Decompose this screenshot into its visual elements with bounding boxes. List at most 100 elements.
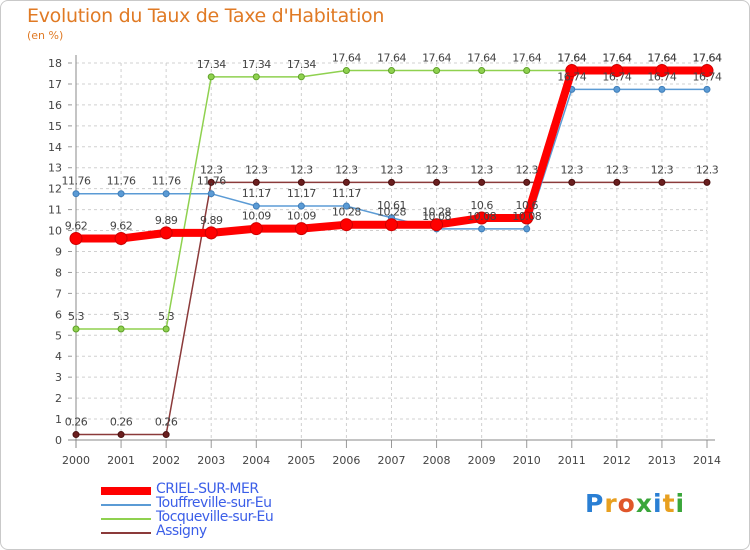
data-point-1: [613, 85, 621, 93]
y-tick-label: 1: [55, 413, 62, 426]
x-tick-label: 2012: [603, 454, 631, 467]
logo-letter: o: [617, 489, 636, 518]
data-point-0: [204, 226, 218, 240]
y-tick-label: 6: [55, 308, 62, 321]
data-point-0: [385, 218, 398, 232]
data-point-0: [294, 222, 308, 236]
y-tick-label: 16: [48, 99, 62, 112]
data-point-2: [342, 67, 350, 75]
data-label-3: 12.3: [290, 163, 313, 176]
data-label-0: 10.28: [332, 206, 361, 219]
data-point-0: [610, 64, 624, 78]
data-point-2: [252, 73, 260, 81]
data-label-3: 12.3: [425, 163, 448, 176]
data-label-3: 0.26: [110, 416, 133, 429]
data-point-1: [207, 190, 215, 198]
data-point-2: [433, 67, 441, 75]
data-label-2: 17.64: [512, 52, 541, 65]
data-label-2: 5.3: [68, 310, 84, 323]
legend-label-touffreville: Touffreville-sur-Eu: [156, 495, 272, 511]
logo-letter: x: [635, 489, 653, 518]
data-point-0: [700, 64, 714, 78]
data-label-0: 10.09: [242, 210, 271, 223]
x-tick-label: 2008: [423, 454, 451, 467]
x-tick-label: 2013: [648, 454, 676, 467]
data-point-0: [114, 232, 128, 246]
legend-swatch-touffreville: [101, 504, 151, 506]
y-tick-label: 9: [55, 246, 62, 259]
y-tick-label: 10: [48, 225, 62, 238]
x-tick-label: 2002: [152, 454, 180, 467]
data-point-0: [69, 232, 83, 246]
y-tick-label: 8: [55, 266, 62, 279]
data-label-3: 12.3: [470, 163, 493, 176]
legend-swatch-criel: [101, 487, 151, 495]
data-label-0: 9.62: [65, 220, 88, 233]
data-label-3: 0.26: [65, 416, 88, 429]
x-tick-label: 2007: [378, 454, 406, 467]
data-label-2: 17.34: [242, 58, 271, 71]
data-point-3: [523, 178, 531, 186]
x-tick-label: 2009: [468, 454, 496, 467]
proxiti-logo: Proxiti: [585, 489, 685, 518]
data-label-1: 10.08: [422, 210, 451, 223]
data-point-1: [117, 190, 125, 198]
data-label-3: 12.3: [606, 163, 629, 176]
y-tick-label: 14: [48, 141, 62, 154]
data-label-0: 9.62: [110, 220, 133, 233]
data-label-2: 17.64: [557, 52, 586, 65]
data-point-3: [478, 178, 486, 186]
x-tick-label: 2001: [107, 454, 135, 467]
data-label-2: 17.34: [287, 58, 316, 71]
data-label-0: 9.89: [200, 214, 223, 227]
data-label-1: 11.17: [332, 187, 361, 200]
data-point-3: [162, 431, 170, 439]
data-point-3: [568, 178, 576, 186]
data-label-2: 17.34: [197, 58, 226, 71]
data-point-0: [655, 64, 669, 78]
logo-letter: r: [604, 489, 618, 518]
legend-item-criel: CRIEL-SUR-MER: [101, 481, 341, 498]
legend-label-tocqueville: Tocqueville-sur-Eu: [156, 509, 274, 525]
data-label-3: 12.3: [696, 163, 719, 176]
data-point-2: [72, 325, 80, 333]
legend-label-assigny: Assigny: [156, 523, 207, 539]
data-label-1: 11.76: [62, 175, 91, 188]
x-tick-label: 2014: [693, 454, 721, 467]
data-point-3: [252, 178, 260, 186]
data-label-0: 10.6: [515, 199, 538, 212]
data-point-1: [297, 202, 305, 210]
data-point-3: [297, 178, 305, 186]
data-point-1: [162, 190, 170, 198]
data-label-3: 12.3: [651, 163, 674, 176]
data-label-1: 11.76: [197, 175, 226, 188]
data-label-0: 9.89: [155, 214, 178, 227]
data-label-1: 16.74: [693, 70, 722, 83]
legend-swatch-assigny: [101, 532, 151, 534]
data-label-2: 17.64: [647, 52, 676, 65]
data-point-3: [703, 178, 711, 186]
data-point-3: [433, 178, 441, 186]
data-label-0: 10.28: [422, 206, 451, 219]
y-tick-label: 5: [55, 329, 62, 342]
data-label-3: 12.3: [380, 163, 403, 176]
data-point-1: [252, 202, 260, 210]
data-label-0: 17.64: [557, 52, 586, 65]
data-point-0: [249, 222, 263, 236]
data-point-0: [339, 218, 353, 232]
legend-swatch-tocqueville: [101, 518, 151, 520]
data-label-1: 10.08: [467, 210, 496, 223]
data-label-1: 11.17: [287, 187, 316, 200]
data-label-0: 10.28: [377, 206, 406, 219]
x-tick-label: 2005: [287, 454, 315, 467]
data-label-2: 17.64: [377, 52, 406, 65]
x-tick-label: 2003: [197, 454, 225, 467]
logo-letter: t: [662, 489, 676, 518]
data-point-2: [297, 73, 305, 81]
data-label-3: 0.26: [155, 416, 178, 429]
data-label-1: 16.74: [557, 70, 586, 83]
x-tick-label: 2000: [62, 454, 90, 467]
y-tick-label: 18: [48, 57, 62, 70]
